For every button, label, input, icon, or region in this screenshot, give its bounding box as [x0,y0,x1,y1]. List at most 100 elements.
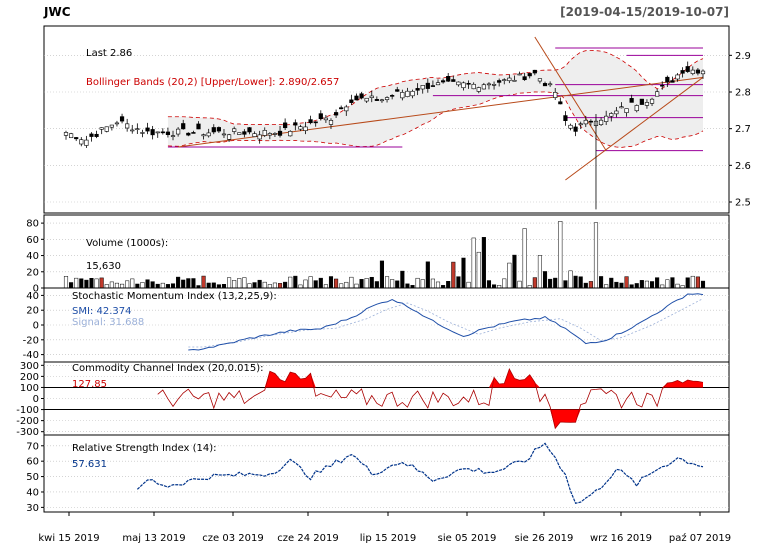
chart-date-range: [2019-04-15/2019-10-07] [560,5,729,19]
candle-body [420,85,425,90]
candle-body [211,127,216,133]
candle-body [140,132,145,134]
volume-bar [277,283,283,289]
volume-bar [89,278,94,289]
y-tick-label: 300 [20,361,39,372]
rsi-value: 57.631 [72,459,107,470]
candle-body [247,127,252,133]
candle-body [68,133,74,139]
candle-body [441,80,446,83]
candle-body [532,69,537,74]
candle-body [461,82,466,89]
candle-body [349,99,354,103]
candle-body [390,95,395,97]
volume-bar [140,282,145,289]
candle-body [466,82,471,85]
volume-bar [415,277,420,289]
volume-bar [252,282,257,289]
volume-bar [334,278,339,289]
candle-body [283,122,288,129]
x-tick-label: lip 15 2019 [360,533,416,544]
volume-bar [232,280,237,289]
candle-body [293,122,298,126]
candle-body [649,98,655,104]
volume-bar [466,281,471,289]
y-tick-label: 2.8 [735,88,751,99]
y-tick-label: -300 [16,427,39,438]
volume-bar [206,282,211,289]
volume-bar [170,283,176,289]
candle-body [125,123,130,129]
candle-body [181,123,186,130]
candle-body [609,113,614,117]
volume-bar [451,261,456,289]
y-tick-label: 0 [33,321,39,332]
candle-body [660,84,665,87]
candle-body [313,121,318,124]
panels: 2.92.82.72.62.580604020040200-20-4030020… [16,25,751,514]
y-tick-label: -200 [16,416,39,427]
volume-bar [588,281,593,289]
volume-bar [130,278,135,289]
volume-bar [435,281,441,289]
x-tick-label: sie 26 2019 [515,533,574,544]
volume-bar [395,280,400,289]
candle-body [74,137,79,140]
candle-body [456,81,461,86]
volume-bar [507,262,512,289]
x-axis: kwi 15 2019 maj 13 2019 cze 03 2019 cze 24 … [38,512,731,544]
panel-rsi: 70 60 50 40 30 [26,434,730,514]
volume-bar [191,278,196,289]
candle-body [517,73,522,76]
candle-body [604,115,609,122]
candle-body [476,87,481,92]
candle-body [104,126,109,132]
candle-body [700,70,706,75]
candle-body [155,131,160,134]
volume-bar [165,284,170,289]
y-tick-label: 30 [26,503,39,514]
volume-title: Volume (1000s): [86,238,168,249]
bollinger-label: Bollinger Bands (20,2) [Upper/Lower]: 2.… [86,77,339,88]
volume-bar [700,280,706,289]
chart-symbol: JWC [43,5,71,19]
candle-body [277,130,283,136]
candle-body [242,131,247,135]
volume-bar [186,278,191,289]
volume-bar [84,279,89,289]
candle-body [400,92,405,99]
volume-bar [267,284,272,289]
volume-bar [227,277,232,289]
volume-bar [619,282,624,289]
candle-body [690,69,695,74]
volume-bar [400,270,405,289]
candle-body [257,134,262,140]
volume-bar [390,279,395,289]
candle-body [165,131,171,136]
volume-value: 15,630 [86,261,121,272]
volume-annotations: Volume (1000s): 15,630 [86,238,168,272]
volume-bar [578,276,583,289]
candle-body [170,135,176,137]
candle-body [201,134,206,137]
candle-body [354,95,359,101]
rsi-line [136,442,704,504]
candle-body [639,98,644,105]
volume-bar [522,228,527,289]
volume-bar [79,278,84,289]
candle-body [323,117,328,121]
candle-body [563,115,568,121]
volume-bar [512,254,517,289]
candle-body [685,66,690,72]
y-tick-label: 50 [26,472,39,483]
volume-bar [150,281,155,289]
volume-bar [639,280,644,289]
cci-line [157,367,704,430]
candle-body [160,131,165,134]
volume-bar [318,277,323,289]
volume-bar [537,255,542,289]
candle-body [430,85,436,87]
candle-body [135,128,140,130]
volume-bar [634,283,639,289]
y-tick-label: 80 [26,219,39,230]
